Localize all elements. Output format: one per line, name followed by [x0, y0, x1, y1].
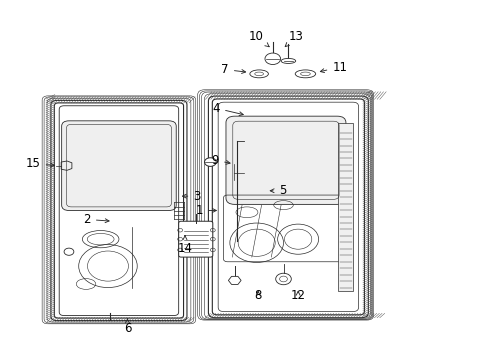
Text: 2: 2 — [83, 213, 109, 226]
FancyBboxPatch shape — [51, 100, 186, 320]
Text: 10: 10 — [248, 30, 269, 47]
Bar — [337, 123, 352, 291]
FancyBboxPatch shape — [178, 221, 212, 257]
Ellipse shape — [295, 70, 315, 78]
Circle shape — [64, 248, 74, 255]
Circle shape — [275, 273, 291, 285]
Text: 5: 5 — [270, 184, 285, 197]
Text: 9: 9 — [211, 154, 229, 167]
Text: 12: 12 — [290, 289, 305, 302]
FancyBboxPatch shape — [61, 121, 176, 211]
FancyBboxPatch shape — [54, 103, 183, 318]
FancyBboxPatch shape — [212, 99, 364, 315]
Text: 3: 3 — [182, 190, 200, 203]
Ellipse shape — [249, 70, 268, 78]
Circle shape — [264, 53, 280, 64]
Circle shape — [204, 158, 216, 166]
Text: 15: 15 — [26, 157, 54, 170]
Text: 14: 14 — [177, 236, 192, 255]
Text: 11: 11 — [320, 60, 346, 73]
Text: 6: 6 — [123, 319, 131, 335]
Text: 13: 13 — [285, 30, 303, 46]
Text: 8: 8 — [254, 289, 261, 302]
FancyBboxPatch shape — [225, 116, 345, 204]
Ellipse shape — [281, 58, 295, 63]
Text: 7: 7 — [221, 63, 245, 76]
Text: 4: 4 — [212, 102, 243, 116]
FancyBboxPatch shape — [208, 96, 367, 318]
Text: 1: 1 — [195, 204, 216, 217]
